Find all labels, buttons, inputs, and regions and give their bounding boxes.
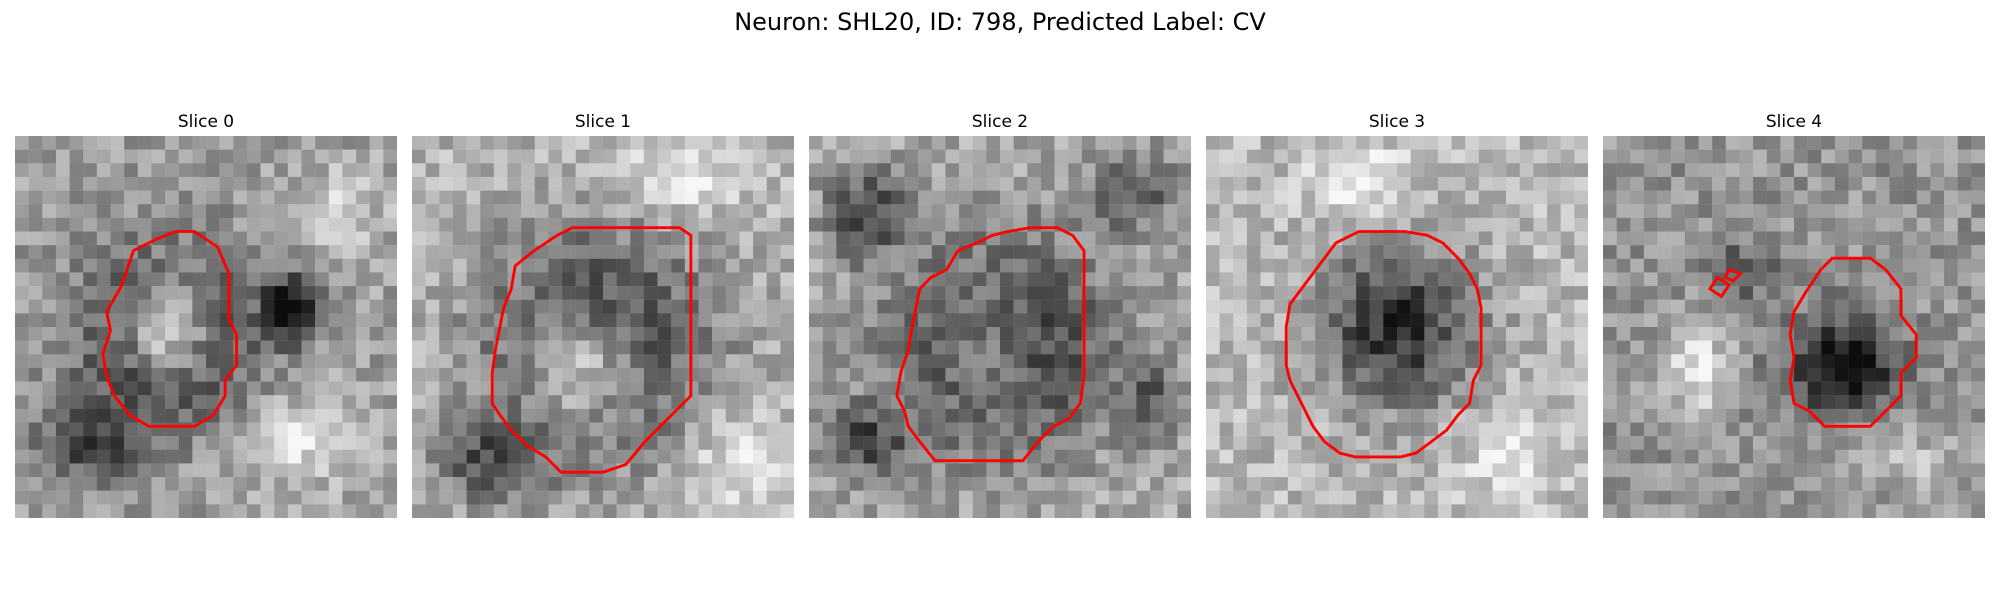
slice-title-2: Slice 2 [971,112,1029,132]
slice-title-3: Slice 3 [1368,112,1426,132]
slice-texture-0 [15,136,397,518]
slice-image-2 [809,136,1191,518]
slice-image-3 [1206,136,1588,518]
contour-3 [1284,230,1483,459]
contour-4-extra-1 [1723,267,1744,283]
slice-image-0 [15,136,397,518]
slice-texture-1 [412,136,794,518]
slice-texture-3 [1206,136,1588,518]
contour-4-extra-0 [1707,275,1732,299]
contour-2 [895,226,1086,463]
slice-title-0: Slice 0 [177,112,235,132]
slice-texture-2 [809,136,1191,518]
slice-texture-4 [1603,136,1985,518]
slice-image-1 [412,136,794,518]
contour-4 [1788,256,1918,428]
figure-title: Neuron: SHL20, ID: 798, Predicted Label:… [734,8,1266,36]
slice-title-4: Slice 4 [1765,112,1823,132]
slice-title-1: Slice 1 [574,112,632,132]
slice-image-4 [1603,136,1985,518]
contour-0 [101,230,238,428]
contour-1 [490,226,693,474]
